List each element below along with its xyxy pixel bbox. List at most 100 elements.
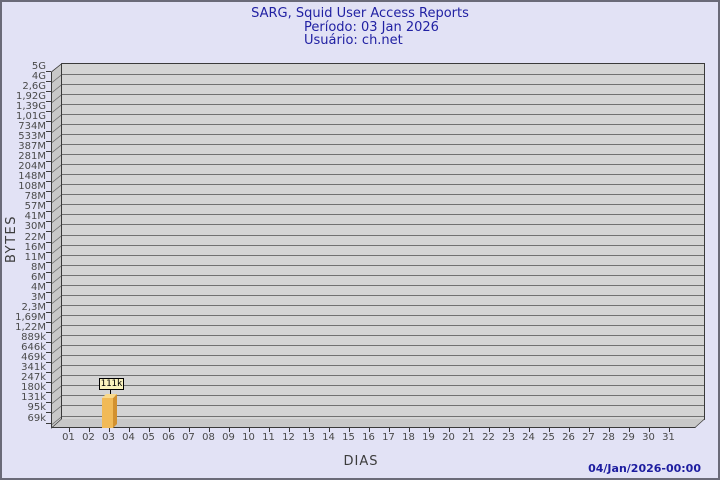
y-tick <box>46 181 51 183</box>
wall-gridline <box>52 164 61 174</box>
y-tick-label: 2,6G <box>22 80 46 92</box>
y-tick-label: 11M <box>24 251 46 263</box>
wall-gridline <box>52 285 61 294</box>
x-tick <box>148 428 150 432</box>
x-tick-label: 18 <box>402 432 415 443</box>
x-tick <box>68 428 70 432</box>
wall-gridline <box>52 376 61 385</box>
x-tick <box>388 428 390 432</box>
y-tick <box>46 130 51 132</box>
wall-gridline <box>52 355 61 365</box>
y-tick <box>46 251 51 253</box>
y-tick <box>46 271 51 273</box>
y-tick <box>46 291 51 293</box>
x-tick-label: 01 <box>62 432 75 443</box>
gridline <box>62 214 704 216</box>
report-title: SARG, Squid User Access Reports <box>251 6 469 21</box>
generation-timestamp: 04/Jan/2026-00:00 <box>588 462 701 475</box>
wall-gridline <box>52 94 61 103</box>
x-tick-label: 10 <box>242 432 255 443</box>
wall-gridline <box>52 396 61 405</box>
gridline <box>62 314 704 316</box>
x-tick-label: 29 <box>622 432 635 443</box>
y-tick <box>46 362 51 364</box>
x-tick-label: 06 <box>162 432 175 443</box>
y-tick <box>46 281 51 283</box>
x-tick-label: 08 <box>202 432 215 443</box>
wall-gridline <box>52 134 61 143</box>
wall-gridline <box>52 205 61 214</box>
gridline <box>62 405 704 407</box>
y-tick <box>46 80 51 82</box>
gridline <box>62 224 704 226</box>
x-tick <box>568 428 570 432</box>
x-tick <box>428 428 430 432</box>
wall-gridline <box>52 225 61 234</box>
x-tick <box>208 428 210 432</box>
gridline <box>62 83 704 85</box>
x-tick <box>448 428 450 432</box>
y-tick-label: 16M <box>24 241 46 253</box>
y-tick-label: 387M <box>18 141 46 152</box>
wall-gridline <box>52 235 61 244</box>
y-tick-label: 69k <box>27 412 46 424</box>
floor-3d <box>51 419 705 428</box>
x-tick-label: 26 <box>562 432 575 443</box>
x-tick <box>548 428 550 432</box>
y-tick-label: 4M <box>31 281 46 293</box>
wall-gridline <box>52 194 61 204</box>
gridline <box>62 154 704 155</box>
y-tick-label: 1,39G <box>15 100 46 112</box>
wall-gridline <box>52 295 61 304</box>
wall-gridline <box>52 305 61 314</box>
y-tick <box>46 161 51 162</box>
y-tick <box>46 211 51 213</box>
y-tick-label: 3M <box>31 291 46 303</box>
x-tick-label: 20 <box>442 432 455 443</box>
y-tick-label: 1,01G <box>15 110 46 122</box>
left-wall-3d <box>51 63 62 429</box>
x-tick-label: 19 <box>422 432 435 443</box>
gridline <box>62 325 704 326</box>
wall-gridline <box>52 74 61 83</box>
wall-gridline <box>52 154 61 163</box>
gridline <box>62 254 704 256</box>
y-tick <box>46 191 51 193</box>
y-tick-label: 469k <box>21 352 46 364</box>
x-tick <box>88 428 90 432</box>
wall-gridline <box>52 325 61 334</box>
y-tick <box>46 70 51 72</box>
wall-gridline <box>52 386 61 395</box>
y-tick <box>46 422 51 424</box>
wall-gridline <box>52 275 61 284</box>
y-tick <box>46 241 51 243</box>
x-tick-label: 15 <box>342 432 355 443</box>
gridline <box>62 234 704 236</box>
x-tick-label: 03 <box>102 432 115 443</box>
x-tick <box>528 428 530 432</box>
x-tick-label: 21 <box>462 432 475 443</box>
x-tick <box>668 428 670 432</box>
gridline <box>62 385 704 387</box>
x-axis-title: DIAS <box>343 454 379 469</box>
y-tick-label: 8M <box>31 261 46 273</box>
x-tick <box>628 428 630 432</box>
gridline <box>62 345 704 347</box>
wall-gridline <box>52 245 61 254</box>
x-tick <box>368 428 370 432</box>
y-tick <box>46 392 51 394</box>
report-user: Usuário: ch.net <box>304 33 403 48</box>
y-tick-label: 1,69M <box>15 311 46 323</box>
wall-gridline <box>52 84 61 93</box>
y-tick-label: 2,3M <box>21 301 46 313</box>
x-tick-label: 30 <box>642 432 655 443</box>
y-tick-label: 131k <box>21 392 46 404</box>
gridline <box>62 194 704 196</box>
gridline <box>62 184 704 186</box>
y-tick-label: 341k <box>21 362 46 374</box>
gridline <box>62 164 704 166</box>
y-tick <box>46 352 51 354</box>
x-tick <box>308 428 310 432</box>
bar-side-face <box>113 394 117 428</box>
